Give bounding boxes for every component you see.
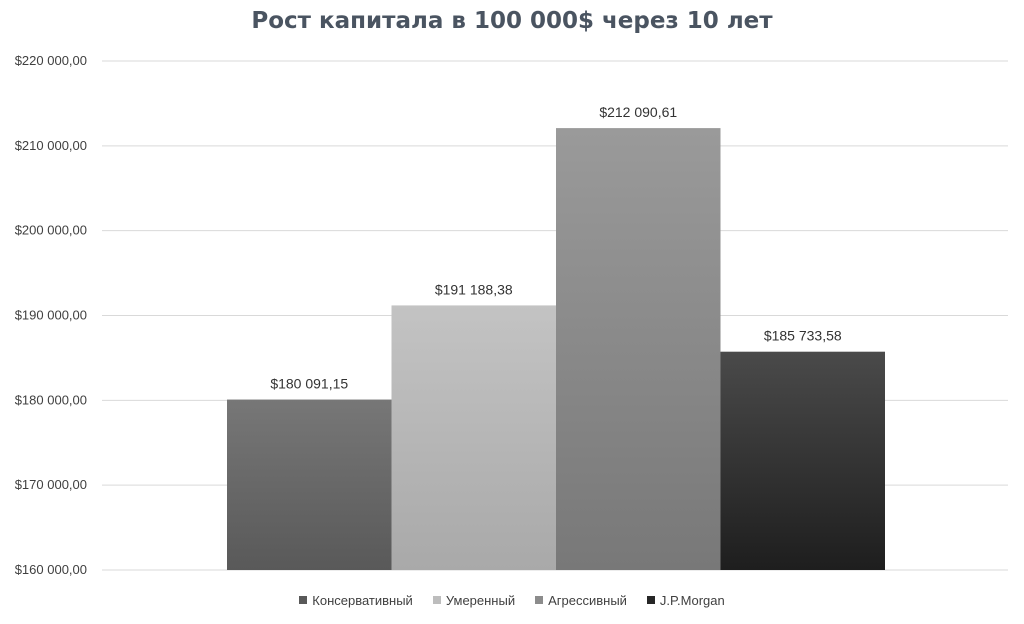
legend-label: J.P.Morgan: [659, 592, 725, 608]
legend-swatch: [535, 596, 544, 604]
legend-label: Агрессивный: [548, 592, 627, 608]
legend-label: Консервативный: [312, 592, 413, 608]
bar-1: [227, 399, 392, 570]
bar-3: [556, 128, 721, 570]
legend-swatch: [432, 596, 441, 604]
y-tick-label: $190 000,00: [15, 308, 87, 323]
data-label-4: $185 733,58: [764, 328, 842, 344]
data-label-2: $191 188,38: [435, 281, 513, 297]
data-label-3: $212 090,61: [599, 104, 677, 120]
y-tick-label: $160 000,00: [15, 562, 87, 577]
bar-2: [391, 305, 556, 570]
legend-item-1: Консервативный: [299, 593, 413, 608]
y-tick-label: $220 000,00: [15, 53, 87, 68]
y-tick-label: $170 000,00: [15, 477, 87, 492]
legend-item-3: Агрессивный: [535, 593, 627, 608]
y-tick-label: $210 000,00: [15, 138, 87, 153]
data-label-1: $180 091,15: [270, 376, 348, 392]
legend-item-2: Умеренный: [432, 592, 516, 608]
bar-4: [720, 351, 885, 570]
legend: Консервативный Умеренный Агрессивный J.P.Mo…: [0, 592, 1024, 608]
legend-swatch: [646, 596, 655, 604]
legend-item-4: J.P.Morgan: [646, 592, 725, 608]
legend-swatch: [299, 596, 308, 604]
y-tick-label: $180 000,00: [15, 392, 87, 407]
chart-title: Рост капитала в 100 000$ через 10 лет: [251, 8, 773, 34]
y-tick-label: $200 000,00: [15, 223, 87, 238]
legend-label: Умеренный: [445, 592, 516, 608]
